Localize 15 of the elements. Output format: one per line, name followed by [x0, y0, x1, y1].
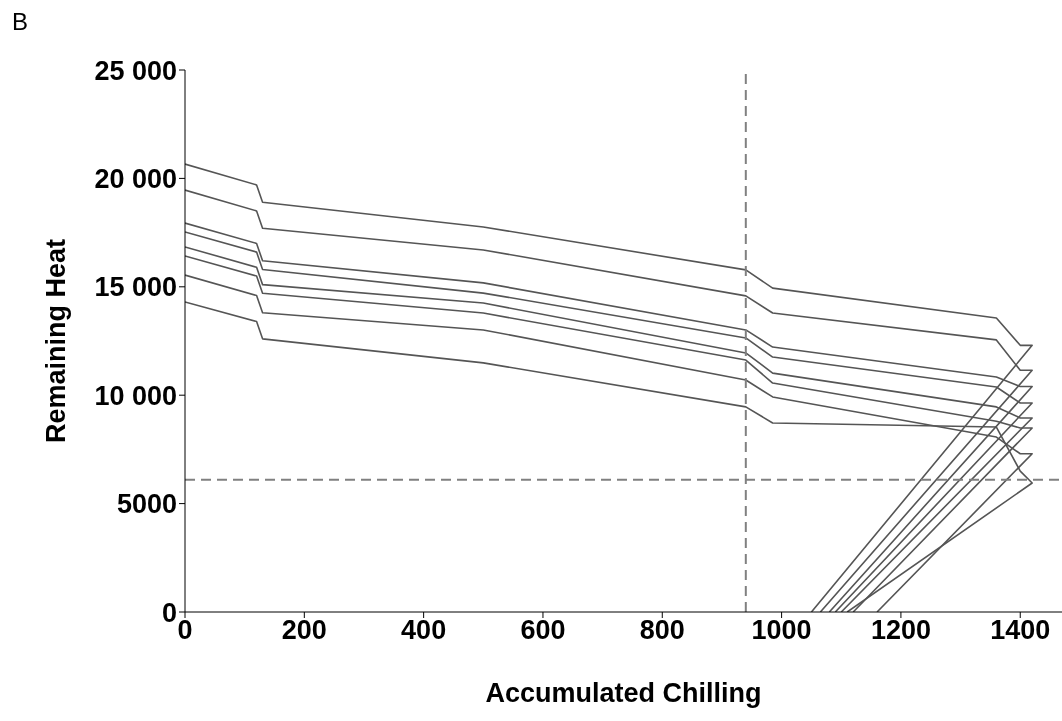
text: B: [12, 8, 29, 36]
x-tick-label: 400: [401, 615, 447, 646]
x-tick-label: 1200: [870, 615, 931, 646]
y-tick-label: 10 000: [94, 380, 177, 411]
y-tick-label: 15 000: [94, 272, 177, 303]
y-tick-label: 20 000: [94, 163, 177, 194]
x-tick-label: 600: [520, 615, 566, 646]
x-tick-label: 800: [639, 615, 685, 646]
y-tick-label: 5000: [116, 489, 177, 520]
x-tick-label: 1400: [990, 615, 1051, 646]
x-tick-label: 200: [281, 615, 327, 646]
x-tick-label: 1000: [751, 615, 812, 646]
x-axis-title: Accumulated Chilling: [485, 678, 762, 708]
y-axis-title: Remaining Heat: [40, 238, 71, 444]
y-tick-label: 25 000: [94, 55, 177, 86]
